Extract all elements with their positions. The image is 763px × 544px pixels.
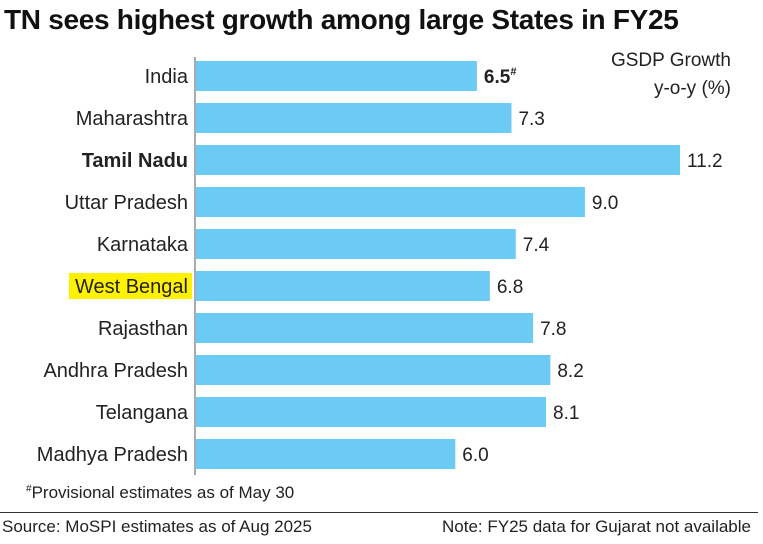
value-label: 6.0: [462, 445, 488, 466]
footnote-mark: #: [26, 483, 32, 495]
unit-label-line-1: GSDP Growth: [610, 50, 731, 71]
category-label: Madhya Pradesh: [37, 444, 188, 466]
value-label: 8.1: [553, 403, 579, 424]
category-label: Rajasthan: [98, 318, 188, 340]
bar: [196, 187, 585, 217]
bar: [196, 313, 534, 343]
note-text: Note: FY25 data for Gujarat not availabl…: [441, 517, 751, 536]
bar: [196, 61, 477, 91]
bar: [196, 229, 516, 259]
value-label: 7.4: [523, 235, 550, 256]
bar: [196, 397, 547, 427]
source-text: Source: MoSPI estimates as of Aug 2025: [2, 517, 312, 536]
bar: [196, 145, 680, 175]
category-label: Andhra Pradesh: [43, 360, 188, 382]
category-label: Tamil Nadu: [82, 150, 188, 172]
value-label: 9.0: [592, 193, 618, 214]
bar: [196, 271, 490, 301]
category-label: West Bengal: [75, 276, 188, 298]
value-label: 7.8: [540, 319, 566, 340]
category-label: Karnataka: [97, 234, 189, 256]
category-label: Uttar Pradesh: [65, 192, 188, 214]
value-label: 6.5#: [484, 66, 517, 88]
bar: [196, 439, 456, 469]
category-label: Maharashtra: [76, 108, 189, 130]
category-highlight: [68, 273, 192, 299]
bar: [196, 355, 551, 385]
footnote: #Provisional estimates as of May 30: [26, 483, 294, 503]
unit-label: GSDP Growth y-o-y (%): [611, 47, 731, 103]
value-label: 7.3: [518, 109, 544, 130]
bar: [196, 103, 512, 133]
category-label: India: [145, 66, 189, 88]
value-label-mark: #: [510, 66, 516, 78]
value-label: 8.2: [557, 361, 583, 382]
value-label: 6.8: [497, 277, 523, 298]
chart-title: TN sees highest growth among large State…: [4, 4, 679, 35]
value-label: 11.2: [687, 151, 723, 172]
footnote-text: Provisional estimates as of May 30: [31, 483, 295, 502]
unit-label-line-2: y-o-y (%): [653, 78, 731, 99]
footer-rule: [0, 512, 758, 513]
category-label: Telangana: [96, 402, 189, 424]
